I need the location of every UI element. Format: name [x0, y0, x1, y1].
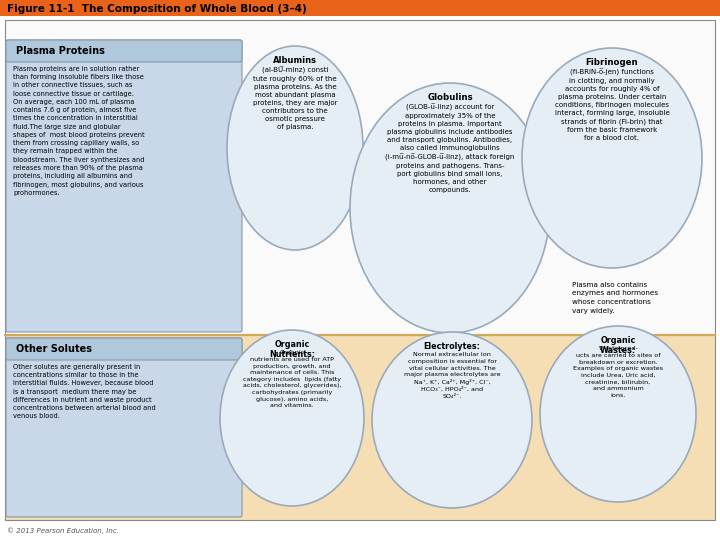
Text: Figure 11-1  The Composition of Whole Blood (3–4): Figure 11-1 The Composition of Whole Blo… [7, 4, 307, 14]
Text: Plasma also contains
enzymes and hormones
whose concentrations
vary widely.: Plasma also contains enzymes and hormone… [572, 282, 658, 314]
Text: Organic
Nutrients:: Organic Nutrients: [269, 340, 315, 360]
Text: Globulins: Globulins [427, 93, 473, 102]
Text: Other Solutes: Other Solutes [16, 344, 92, 354]
Text: (al-BU̅-minz) consti
tute roughly 60% of the
plasma proteins. As the
most abunda: (al-BU̅-minz) consti tute roughly 60% of… [253, 67, 337, 130]
Text: Other solutes are generally present in
concentrations similar to those in the
in: Other solutes are generally present in c… [13, 364, 156, 420]
FancyBboxPatch shape [6, 338, 242, 517]
Text: Waste prod-
ucts are carried to sites of
breakdown or excretion.
Examples of org: Waste prod- ucts are carried to sites of… [573, 347, 663, 397]
Ellipse shape [220, 330, 364, 506]
Text: Fibrinogen: Fibrinogen [585, 58, 639, 67]
Text: Plasma proteins are in solution rather
than forming insoluble fibers like those
: Plasma proteins are in solution rather t… [13, 66, 145, 195]
Text: Albumins: Albumins [273, 56, 317, 65]
Ellipse shape [522, 48, 702, 268]
Text: Plasma Proteins: Plasma Proteins [16, 46, 105, 56]
Ellipse shape [350, 83, 550, 333]
Text: Organic
nutrients are used for ATP
production, growth, and
maintenance of cells.: Organic nutrients are used for ATP produ… [243, 350, 341, 408]
Ellipse shape [227, 46, 363, 250]
Text: © 2013 Pearson Education, Inc.: © 2013 Pearson Education, Inc. [7, 528, 119, 534]
Bar [0, 0, 720, 16]
FancyBboxPatch shape [6, 338, 242, 360]
FancyBboxPatch shape [6, 40, 242, 332]
Text: Organic
Wastes:: Organic Wastes: [600, 336, 636, 355]
FancyBboxPatch shape [6, 40, 242, 62]
Text: Normal extracellular ion
composition is essential for
vital cellular activities.: Normal extracellular ion composition is … [404, 353, 500, 399]
Bar [5, 20, 715, 335]
Text: Electrolytes:: Electrolytes: [423, 342, 480, 351]
Ellipse shape [540, 326, 696, 502]
Ellipse shape [372, 332, 532, 508]
Bar [5, 335, 715, 520]
Text: (fi-BRIN-o̅-jen) functions
in clotting, and normally
accounts for roughly 4% of
: (fi-BRIN-o̅-jen) functions in clotting, … [554, 69, 670, 141]
Text: (GLOB-u̅-linz) account for
approximately 35% of the
proteins in plasma. Importan: (GLOB-u̅-linz) account for approximately… [385, 104, 515, 193]
